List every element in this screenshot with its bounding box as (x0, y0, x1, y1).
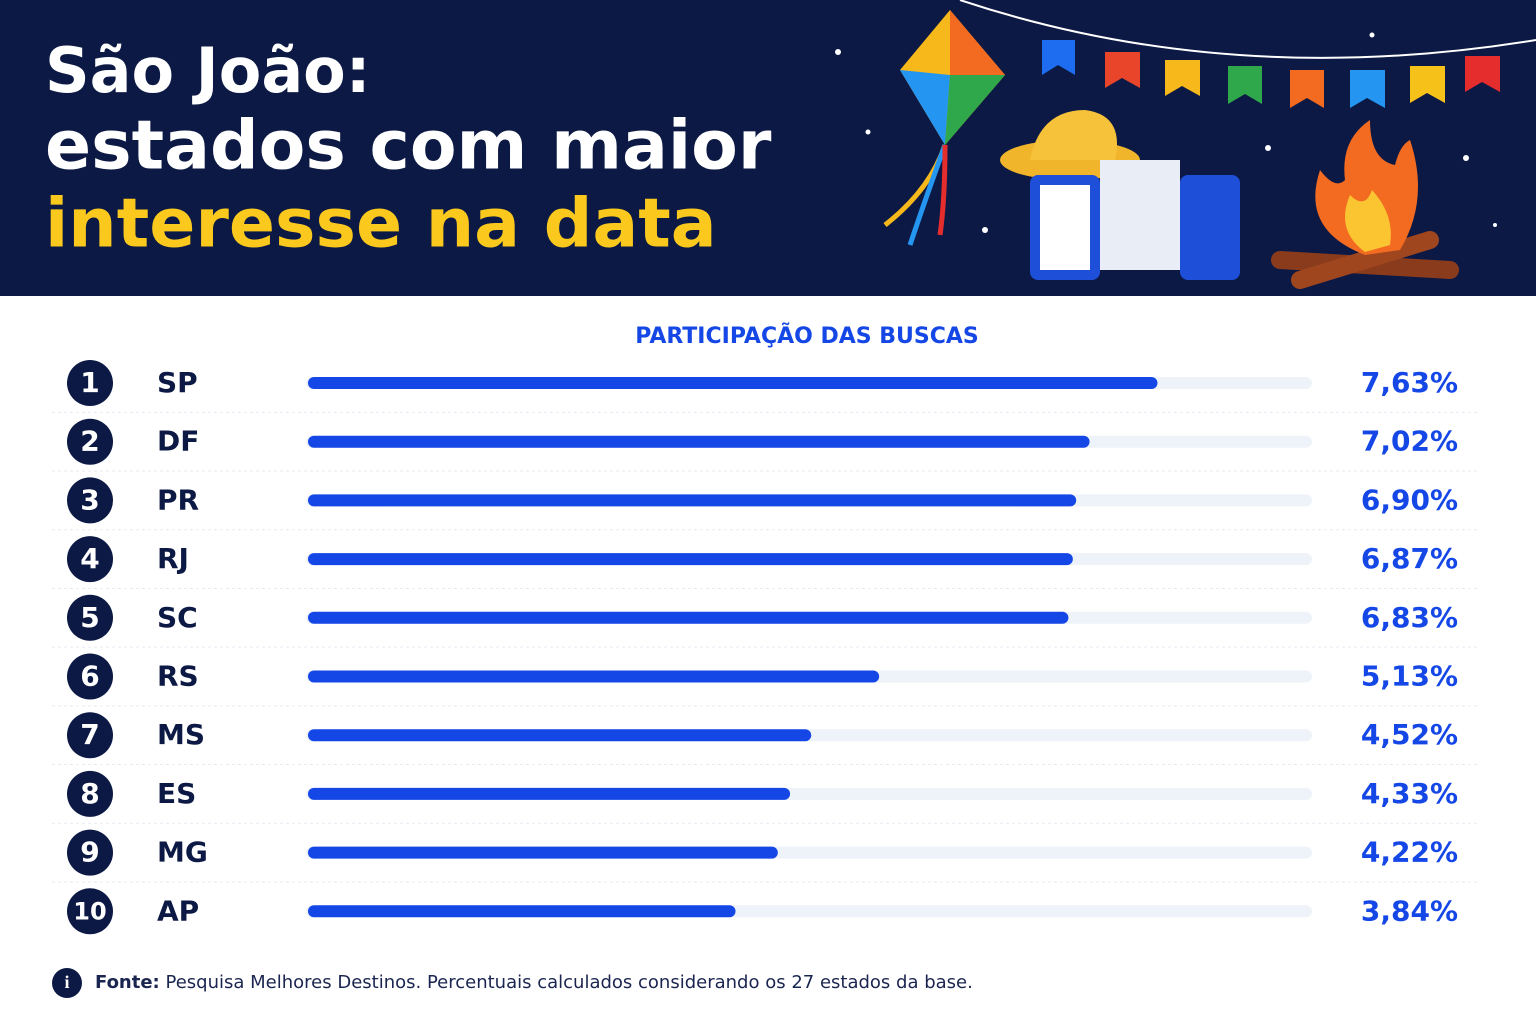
rank-badge (67, 536, 113, 583)
value-label: 4,22% (1361, 836, 1458, 869)
value-label: 6,90% (1361, 483, 1458, 516)
category-label: ES (157, 777, 196, 810)
rank-number: 8 (80, 777, 99, 810)
rank-badge (67, 360, 113, 406)
title-line: interesse na data (45, 185, 717, 264)
value-label: 6,83% (1361, 601, 1458, 634)
rank-number: 9 (80, 836, 99, 869)
value-label: 4,33% (1361, 777, 1458, 810)
rank-badge (67, 418, 113, 465)
source-text: Pesquisa Melhores Destinos. Percentuais … (166, 972, 973, 993)
bar (308, 611, 1069, 624)
category-label: SP (157, 366, 198, 399)
rank-number: 7 (80, 718, 99, 751)
decoration (835, 0, 1536, 289)
info-icon-glyph: i (64, 972, 69, 992)
bar (308, 435, 1090, 448)
value-label: 7,63% (1361, 366, 1458, 399)
rank-badge (67, 653, 113, 700)
rank-badge (67, 477, 113, 524)
chart-subtitle: PARTICIPAÇÃO DAS BUSCAS (635, 323, 979, 349)
bar (308, 787, 791, 800)
value-label: 5,13% (1361, 660, 1458, 693)
value-label: 4,52% (1361, 718, 1458, 751)
category-label: SC (157, 601, 198, 634)
bar (308, 905, 736, 918)
value-label: 7,02% (1361, 425, 1458, 458)
rank-number: 6 (80, 660, 99, 693)
rank-badge (67, 888, 113, 935)
title-line: estados com maior (45, 107, 772, 186)
rank-number: 3 (80, 483, 99, 516)
bar (308, 729, 812, 742)
source-note: Fonte: Pesquisa Melhores Destinos. Perce… (95, 972, 973, 993)
value-label: 6,87% (1361, 542, 1458, 575)
rank-badge (67, 770, 113, 817)
category-label: RJ (157, 542, 189, 575)
source-label: Fonte: (95, 972, 160, 993)
title-line: São João: (45, 34, 371, 107)
category-label: RS (157, 660, 199, 693)
rank-badge (67, 712, 113, 759)
category-label: PR (157, 483, 199, 516)
info-icon (52, 968, 82, 998)
bar (308, 494, 1077, 507)
bar (308, 670, 880, 683)
category-label: MG (157, 836, 208, 869)
rank-badge (67, 594, 113, 641)
rank-number: 4 (80, 542, 99, 575)
bar (308, 846, 778, 859)
header-background (0, 0, 1536, 296)
rank-number: 1 (80, 366, 99, 399)
rank-number: 10 (73, 897, 106, 925)
bar (308, 553, 1073, 566)
rank-number: 2 (80, 425, 99, 458)
rank-number: 5 (80, 601, 99, 634)
category-label: DF (157, 425, 199, 458)
value-label: 3,84% (1361, 894, 1458, 927)
bar (308, 377, 1158, 389)
category-label: AP (157, 894, 199, 927)
category-label: MS (157, 718, 205, 751)
rank-badge (67, 829, 113, 876)
